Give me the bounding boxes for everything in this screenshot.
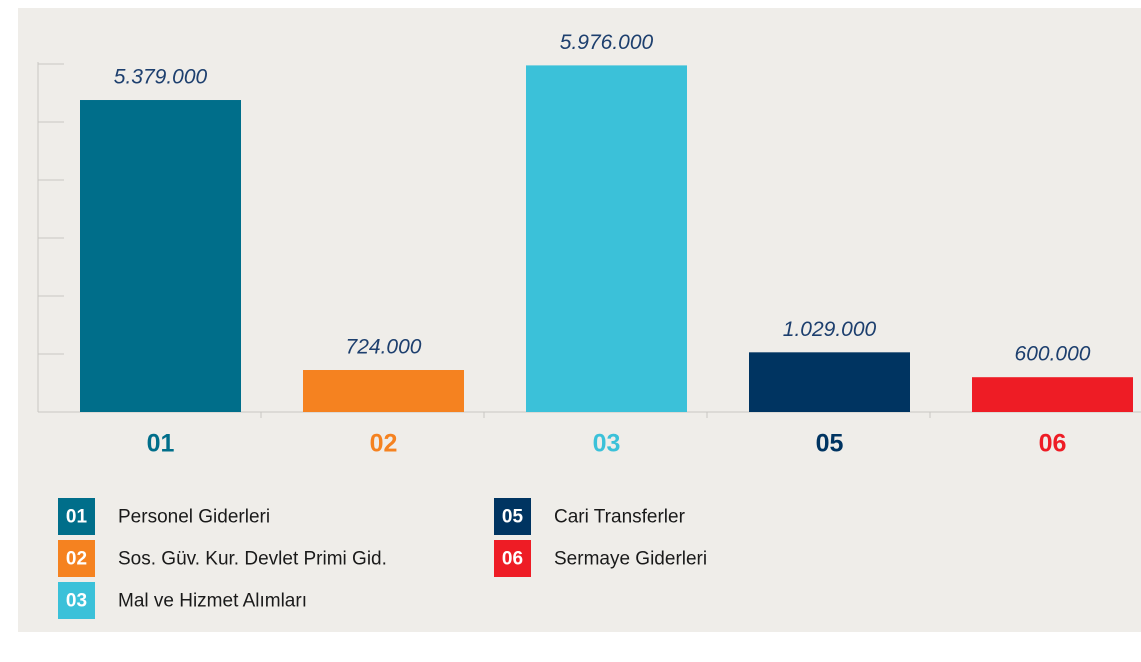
legend-swatch <box>58 540 95 577</box>
legend-label: Personel Giderleri <box>118 507 270 528</box>
category-label: 06 <box>1039 430 1067 458</box>
legend-code: 05 <box>502 507 524 528</box>
legend-swatch <box>58 582 95 619</box>
legend-swatch <box>494 498 531 535</box>
bar <box>972 377 1133 412</box>
bar <box>526 65 687 412</box>
category-label: 05 <box>816 430 844 458</box>
category-label: 03 <box>593 430 621 458</box>
bar <box>749 352 910 412</box>
legend-code: 01 <box>66 507 88 528</box>
legend-code: 02 <box>66 549 87 570</box>
legend-code: 06 <box>502 549 523 570</box>
legend-label: Sermaye Giderleri <box>554 549 707 570</box>
legend-label: Sos. Güv. Kur. Devlet Primi Gid. <box>118 549 387 570</box>
bar <box>80 100 241 412</box>
category-label: 01 <box>147 430 175 458</box>
value-label: 600.000 <box>1015 343 1091 366</box>
bar <box>303 370 464 412</box>
legend-label: Cari Transferler <box>554 507 686 528</box>
legend-swatch <box>494 540 531 577</box>
value-label: 5.976.000 <box>560 31 654 54</box>
legend-label: Mal ve Hizmet Alımları <box>118 591 307 612</box>
legend-code: 03 <box>66 591 87 612</box>
value-label: 5.379.000 <box>114 66 208 89</box>
value-label: 724.000 <box>346 336 422 359</box>
value-label: 1.029.000 <box>783 318 877 341</box>
category-label: 02 <box>370 430 398 458</box>
legend-swatch <box>58 498 95 535</box>
